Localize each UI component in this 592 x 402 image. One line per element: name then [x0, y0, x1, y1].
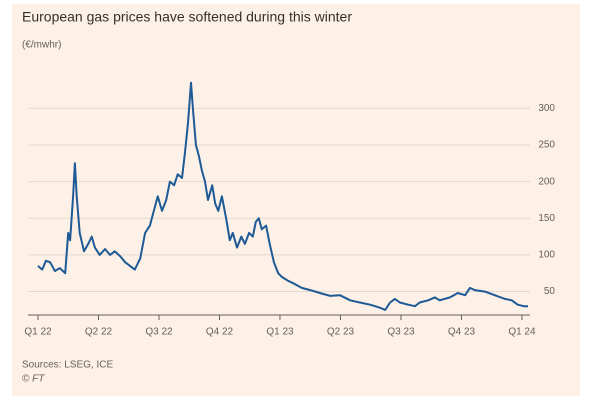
y-tick-label: 50	[544, 286, 556, 297]
unit-label: (€/mwhr)	[22, 40, 61, 51]
chart-background	[12, 4, 580, 396]
x-tick-label: Q4 22	[206, 327, 234, 338]
x-tick-label: Q1 22	[24, 327, 52, 338]
price-line	[37, 81, 528, 311]
y-tick-label: 100	[538, 250, 555, 261]
x-tick-label: Q2 23	[327, 327, 355, 338]
x-tick-label: Q3 22	[145, 327, 173, 338]
source: Sources: LSEG, ICE	[22, 360, 113, 371]
y-tick-label: 150	[538, 213, 555, 224]
chart-title: European gas prices have softened during…	[22, 9, 352, 25]
y-tick-label: 250	[538, 140, 555, 151]
x-tick-label: Q1 24	[508, 327, 536, 338]
x-tick-label: Q1 23	[266, 327, 294, 338]
y-tick-label: 300	[538, 103, 555, 114]
x-tick-label: Q4 23	[448, 327, 476, 338]
x-tick-label: Q3 23	[387, 327, 415, 338]
x-tick-label: Q2 22	[85, 327, 113, 338]
y-tick-label: 200	[538, 176, 555, 187]
credit: © FT	[22, 374, 45, 385]
